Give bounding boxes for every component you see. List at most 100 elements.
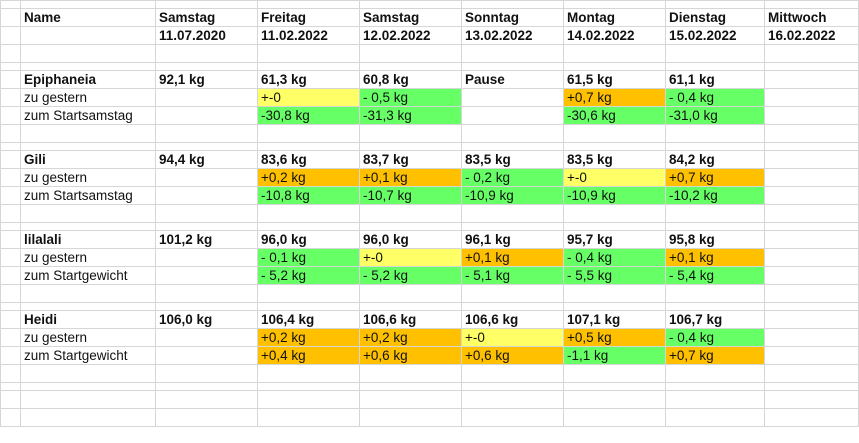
header-date[interactable]: 12.02.2022	[359, 26, 462, 45]
diff-cell[interactable]: +0,2 kg	[257, 168, 360, 187]
weight-cell[interactable]: 83,6 kg	[257, 150, 360, 169]
weight-cell[interactable]: 84,2 kg	[665, 150, 765, 169]
cell[interactable]	[764, 302, 859, 311]
diff-cell[interactable]	[155, 168, 258, 187]
cell[interactable]	[257, 364, 360, 383]
cell[interactable]	[359, 142, 462, 151]
cell[interactable]	[155, 222, 258, 231]
cell[interactable]	[764, 44, 859, 63]
header-day[interactable]: Samstag	[359, 8, 462, 27]
cell[interactable]	[764, 284, 859, 303]
cell[interactable]	[0, 408, 21, 427]
cell[interactable]	[0, 44, 21, 63]
cell[interactable]	[764, 0, 859, 9]
diff-cell[interactable]: -10,8 kg	[257, 186, 360, 205]
diff-cell[interactable]: +-0	[461, 328, 564, 347]
header-date[interactable]: 13.02.2022	[461, 26, 564, 45]
diff-cell[interactable]	[764, 168, 859, 187]
diff-cell[interactable]: -1,1 kg	[563, 346, 666, 365]
cell[interactable]	[359, 204, 462, 223]
weight-cell[interactable]	[764, 310, 859, 329]
header-day[interactable]: Dienstag	[665, 8, 765, 27]
cell[interactable]	[764, 390, 859, 409]
diff-cell[interactable]: +0,4 kg	[257, 346, 360, 365]
diff-cell[interactable]: -30,8 kg	[257, 106, 360, 125]
cell[interactable]	[0, 328, 21, 347]
cell[interactable]	[461, 390, 564, 409]
diff-cell[interactable]: +0,6 kg	[461, 346, 564, 365]
diff-cell[interactable]	[764, 328, 859, 347]
cell[interactable]	[665, 302, 765, 311]
cell[interactable]	[155, 390, 258, 409]
weight-cell[interactable]: 83,5 kg	[461, 150, 564, 169]
diff-cell[interactable]: - 0,2 kg	[461, 168, 564, 187]
weight-cell[interactable]: 92,1 kg	[155, 70, 258, 89]
cell[interactable]	[764, 62, 859, 71]
cell[interactable]	[665, 0, 765, 9]
diff-cell[interactable]	[155, 88, 258, 107]
diff-cell[interactable]: +0,5 kg	[563, 328, 666, 347]
cell[interactable]	[764, 204, 859, 223]
diff-cell[interactable]: +-0	[257, 88, 360, 107]
weight-cell[interactable]	[764, 150, 859, 169]
cell[interactable]	[20, 364, 156, 383]
diff-cell[interactable]: - 0,4 kg	[563, 248, 666, 267]
diff-cell[interactable]: -10,7 kg	[359, 186, 462, 205]
header-day[interactable]: Mittwoch	[764, 8, 859, 27]
cell[interactable]	[461, 124, 564, 143]
diff-cell[interactable]: -10,9 kg	[461, 186, 564, 205]
cell[interactable]	[257, 302, 360, 311]
cell[interactable]	[665, 62, 765, 71]
cell[interactable]	[665, 284, 765, 303]
cell[interactable]	[359, 62, 462, 71]
diff-cell[interactable]: -31,3 kg	[359, 106, 462, 125]
cell[interactable]	[359, 382, 462, 391]
cell[interactable]	[0, 222, 21, 231]
cell[interactable]	[461, 142, 564, 151]
cell[interactable]	[0, 186, 21, 205]
weight-cell[interactable]: 106,6 kg	[359, 310, 462, 329]
cell[interactable]	[155, 62, 258, 71]
cell[interactable]	[0, 8, 21, 27]
weight-cell[interactable]	[764, 70, 859, 89]
cell[interactable]	[257, 390, 360, 409]
cell[interactable]	[0, 230, 21, 249]
cell[interactable]	[359, 0, 462, 9]
cell[interactable]	[359, 364, 462, 383]
diff-cell[interactable]	[461, 106, 564, 125]
diff-cell[interactable]: +0,2 kg	[257, 328, 360, 347]
person-name[interactable]: lilalali	[20, 230, 156, 249]
cell[interactable]	[155, 44, 258, 63]
cell[interactable]	[0, 266, 21, 285]
diff-cell[interactable]	[155, 186, 258, 205]
cell[interactable]	[0, 346, 21, 365]
diff-cell[interactable]: +0,7 kg	[665, 346, 765, 365]
row-label[interactable]: zu gestern	[20, 88, 156, 107]
cell[interactable]	[155, 142, 258, 151]
row-label[interactable]: zu gestern	[20, 168, 156, 187]
row-label[interactable]: zum Startgewicht	[20, 346, 156, 365]
cell[interactable]	[0, 124, 21, 143]
cell[interactable]	[563, 0, 666, 9]
cell[interactable]	[359, 302, 462, 311]
cell[interactable]	[155, 0, 258, 9]
diff-cell[interactable]: +0,1 kg	[461, 248, 564, 267]
row-label[interactable]: zu gestern	[20, 328, 156, 347]
header-name[interactable]: Name	[20, 8, 156, 27]
weight-cell[interactable]: Pause	[461, 70, 564, 89]
cell[interactable]	[0, 150, 21, 169]
cell[interactable]	[563, 284, 666, 303]
diff-cell[interactable]: - 5,2 kg	[257, 266, 360, 285]
person-name[interactable]: Heidi	[20, 310, 156, 329]
cell[interactable]	[764, 364, 859, 383]
weight-cell[interactable]: 96,0 kg	[257, 230, 360, 249]
cell[interactable]	[563, 204, 666, 223]
diff-cell[interactable]	[764, 248, 859, 267]
weight-cell[interactable]: 61,1 kg	[665, 70, 765, 89]
cell[interactable]	[155, 204, 258, 223]
cell[interactable]	[665, 408, 765, 427]
cell[interactable]	[563, 142, 666, 151]
cell[interactable]	[359, 222, 462, 231]
diff-cell[interactable]	[764, 346, 859, 365]
weight-cell[interactable]: 83,5 kg	[563, 150, 666, 169]
